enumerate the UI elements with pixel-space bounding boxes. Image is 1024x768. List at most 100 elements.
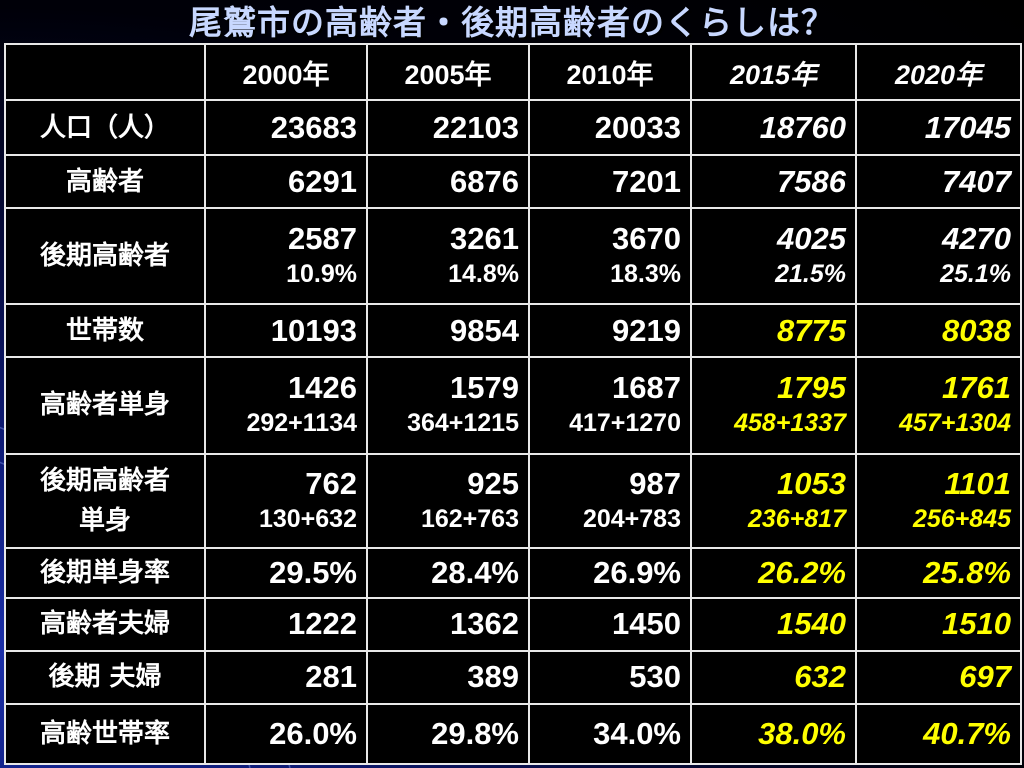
- value-sub: 21.5%: [775, 260, 846, 289]
- value-cell: 4025 21.5%: [690, 207, 857, 306]
- value-cell: 1450: [528, 596, 692, 652]
- value-main: 1450: [612, 606, 681, 642]
- value-cell: 1510: [855, 596, 1022, 652]
- value-main: 1687: [612, 370, 681, 406]
- value-main: 1426: [288, 370, 357, 406]
- value-cell: 7201: [528, 154, 692, 210]
- value-cell: 4270 25.1%: [855, 207, 1022, 306]
- year-header: 2000年: [204, 42, 368, 102]
- value-main: 697: [959, 659, 1011, 695]
- value-main: 9219: [612, 312, 681, 348]
- value-cell: 26.0%: [204, 702, 368, 766]
- value-sub: 25.1%: [940, 260, 1011, 289]
- row-label: 人口（人）: [4, 99, 206, 157]
- value-main: 9854: [450, 312, 519, 348]
- value-main: 17045: [924, 109, 1011, 145]
- value-sub: 162+763: [420, 504, 519, 533]
- value-main: 29.8%: [431, 715, 519, 751]
- value-cell: 23683: [204, 99, 368, 157]
- row-label: 後期高齢者 単身: [4, 452, 206, 549]
- value-cell: 34.0%: [528, 702, 692, 766]
- value-cell: 925 162+763: [366, 452, 530, 549]
- statistics-table: 2000年 2005年 2010年 2015年 2020年 人口（人） 23683 22103…: [4, 42, 1022, 766]
- table-corner-cell: [4, 42, 206, 102]
- row-label: 高齢者夫婦: [4, 596, 206, 652]
- value-sub: 256+845: [912, 504, 1011, 533]
- table-row: 高齢者夫婦 1222 1362 1450 1540 1510: [4, 596, 1022, 652]
- value-main: 38.0%: [758, 715, 846, 751]
- value-sub: 204+783: [582, 504, 681, 533]
- value-main: 1222: [288, 606, 357, 642]
- table-row: 人口（人） 23683 22103 20033 18760 17045: [4, 99, 1022, 157]
- value-main: 1362: [450, 606, 519, 642]
- value-main: 1795: [777, 370, 846, 406]
- value-cell: 25.8%: [855, 546, 1022, 599]
- year-header: 2005年: [366, 42, 530, 102]
- value-sub: 14.8%: [448, 260, 519, 289]
- value-main: 1761: [942, 370, 1011, 406]
- value-cell: 1687 417+1270: [528, 356, 692, 455]
- table-row: 高齢世帯率 26.0% 29.8% 34.0% 38.0% 40.7%: [4, 702, 1022, 766]
- value-cell: 632: [690, 649, 857, 705]
- value-main: 29.5%: [269, 554, 357, 590]
- value-cell: 29.8%: [366, 702, 530, 766]
- value-cell: 7586: [690, 154, 857, 210]
- value-cell: 281: [204, 649, 368, 705]
- value-main: 18760: [759, 109, 846, 145]
- row-label: 世帯数: [4, 303, 206, 359]
- value-cell: 389: [366, 649, 530, 705]
- value-main: 1510: [942, 606, 1011, 642]
- value-main: 28.4%: [431, 554, 519, 590]
- year-header: 2020年: [855, 42, 1022, 102]
- value-sub: 236+817: [747, 504, 846, 533]
- value-sub: 130+632: [258, 504, 357, 533]
- row-label: 高齢者: [4, 154, 206, 210]
- value-main: 987: [629, 465, 681, 501]
- value-cell: 20033: [528, 99, 692, 157]
- value-cell: 1579 364+1215: [366, 356, 530, 455]
- value-cell: 22103: [366, 99, 530, 157]
- value-cell: 38.0%: [690, 702, 857, 766]
- value-main: 7201: [612, 163, 681, 199]
- value-cell: 26.9%: [528, 546, 692, 599]
- value-cell: 6291: [204, 154, 368, 210]
- value-cell: 1426 292+1134: [204, 356, 368, 455]
- value-cell: 9854: [366, 303, 530, 359]
- value-main: 23683: [270, 109, 357, 145]
- value-main: 6876: [450, 163, 519, 199]
- value-cell: 1761 457+1304: [855, 356, 1022, 455]
- row-label-line: 後期高齢者: [39, 465, 170, 496]
- value-cell: 1101 256+845: [855, 452, 1022, 549]
- value-sub: 417+1270: [569, 409, 681, 438]
- value-cell: 29.5%: [204, 546, 368, 599]
- value-cell: 530: [528, 649, 692, 705]
- value-cell: 7407: [855, 154, 1022, 210]
- table-row: 後期高齢者 2587 10.9% 3261 14.8% 3670 18.3% 4025 21.5…: [4, 207, 1022, 306]
- value-cell: 2587 10.9%: [204, 207, 368, 306]
- value-main: 8775: [777, 312, 846, 348]
- value-cell: 10193: [204, 303, 368, 359]
- value-sub: 364+1215: [407, 409, 519, 438]
- value-cell: 762 130+632: [204, 452, 368, 549]
- value-main: 281: [305, 659, 357, 695]
- value-main: 762: [305, 465, 357, 501]
- row-label: 後期 夫婦: [4, 649, 206, 705]
- value-sub: 10.9%: [286, 260, 357, 289]
- value-cell: 1053 236+817: [690, 452, 857, 549]
- value-main: 26.0%: [269, 715, 357, 751]
- row-label: 高齢世帯率: [4, 702, 206, 766]
- table-row: 後期 夫婦 281 389 530 632 697: [4, 649, 1022, 705]
- value-main: 7586: [777, 163, 846, 199]
- value-cell: 1795 458+1337: [690, 356, 857, 455]
- value-cell: 6876: [366, 154, 530, 210]
- value-cell: 17045: [855, 99, 1022, 157]
- value-cell: 697: [855, 649, 1022, 705]
- value-main: 2587: [288, 221, 357, 257]
- value-cell: 9219: [528, 303, 692, 359]
- value-main: 40.7%: [923, 715, 1011, 751]
- value-cell: 8038: [855, 303, 1022, 359]
- table-row: 高齢者 6291 6876 7201 7586 7407: [4, 154, 1022, 210]
- value-main: 34.0%: [593, 715, 681, 751]
- slide-title: 尾鷲市の高齢者・後期高齢者のくらしは？: [189, 3, 835, 42]
- table-header-row: 2000年 2005年 2010年 2015年 2020年: [4, 42, 1022, 102]
